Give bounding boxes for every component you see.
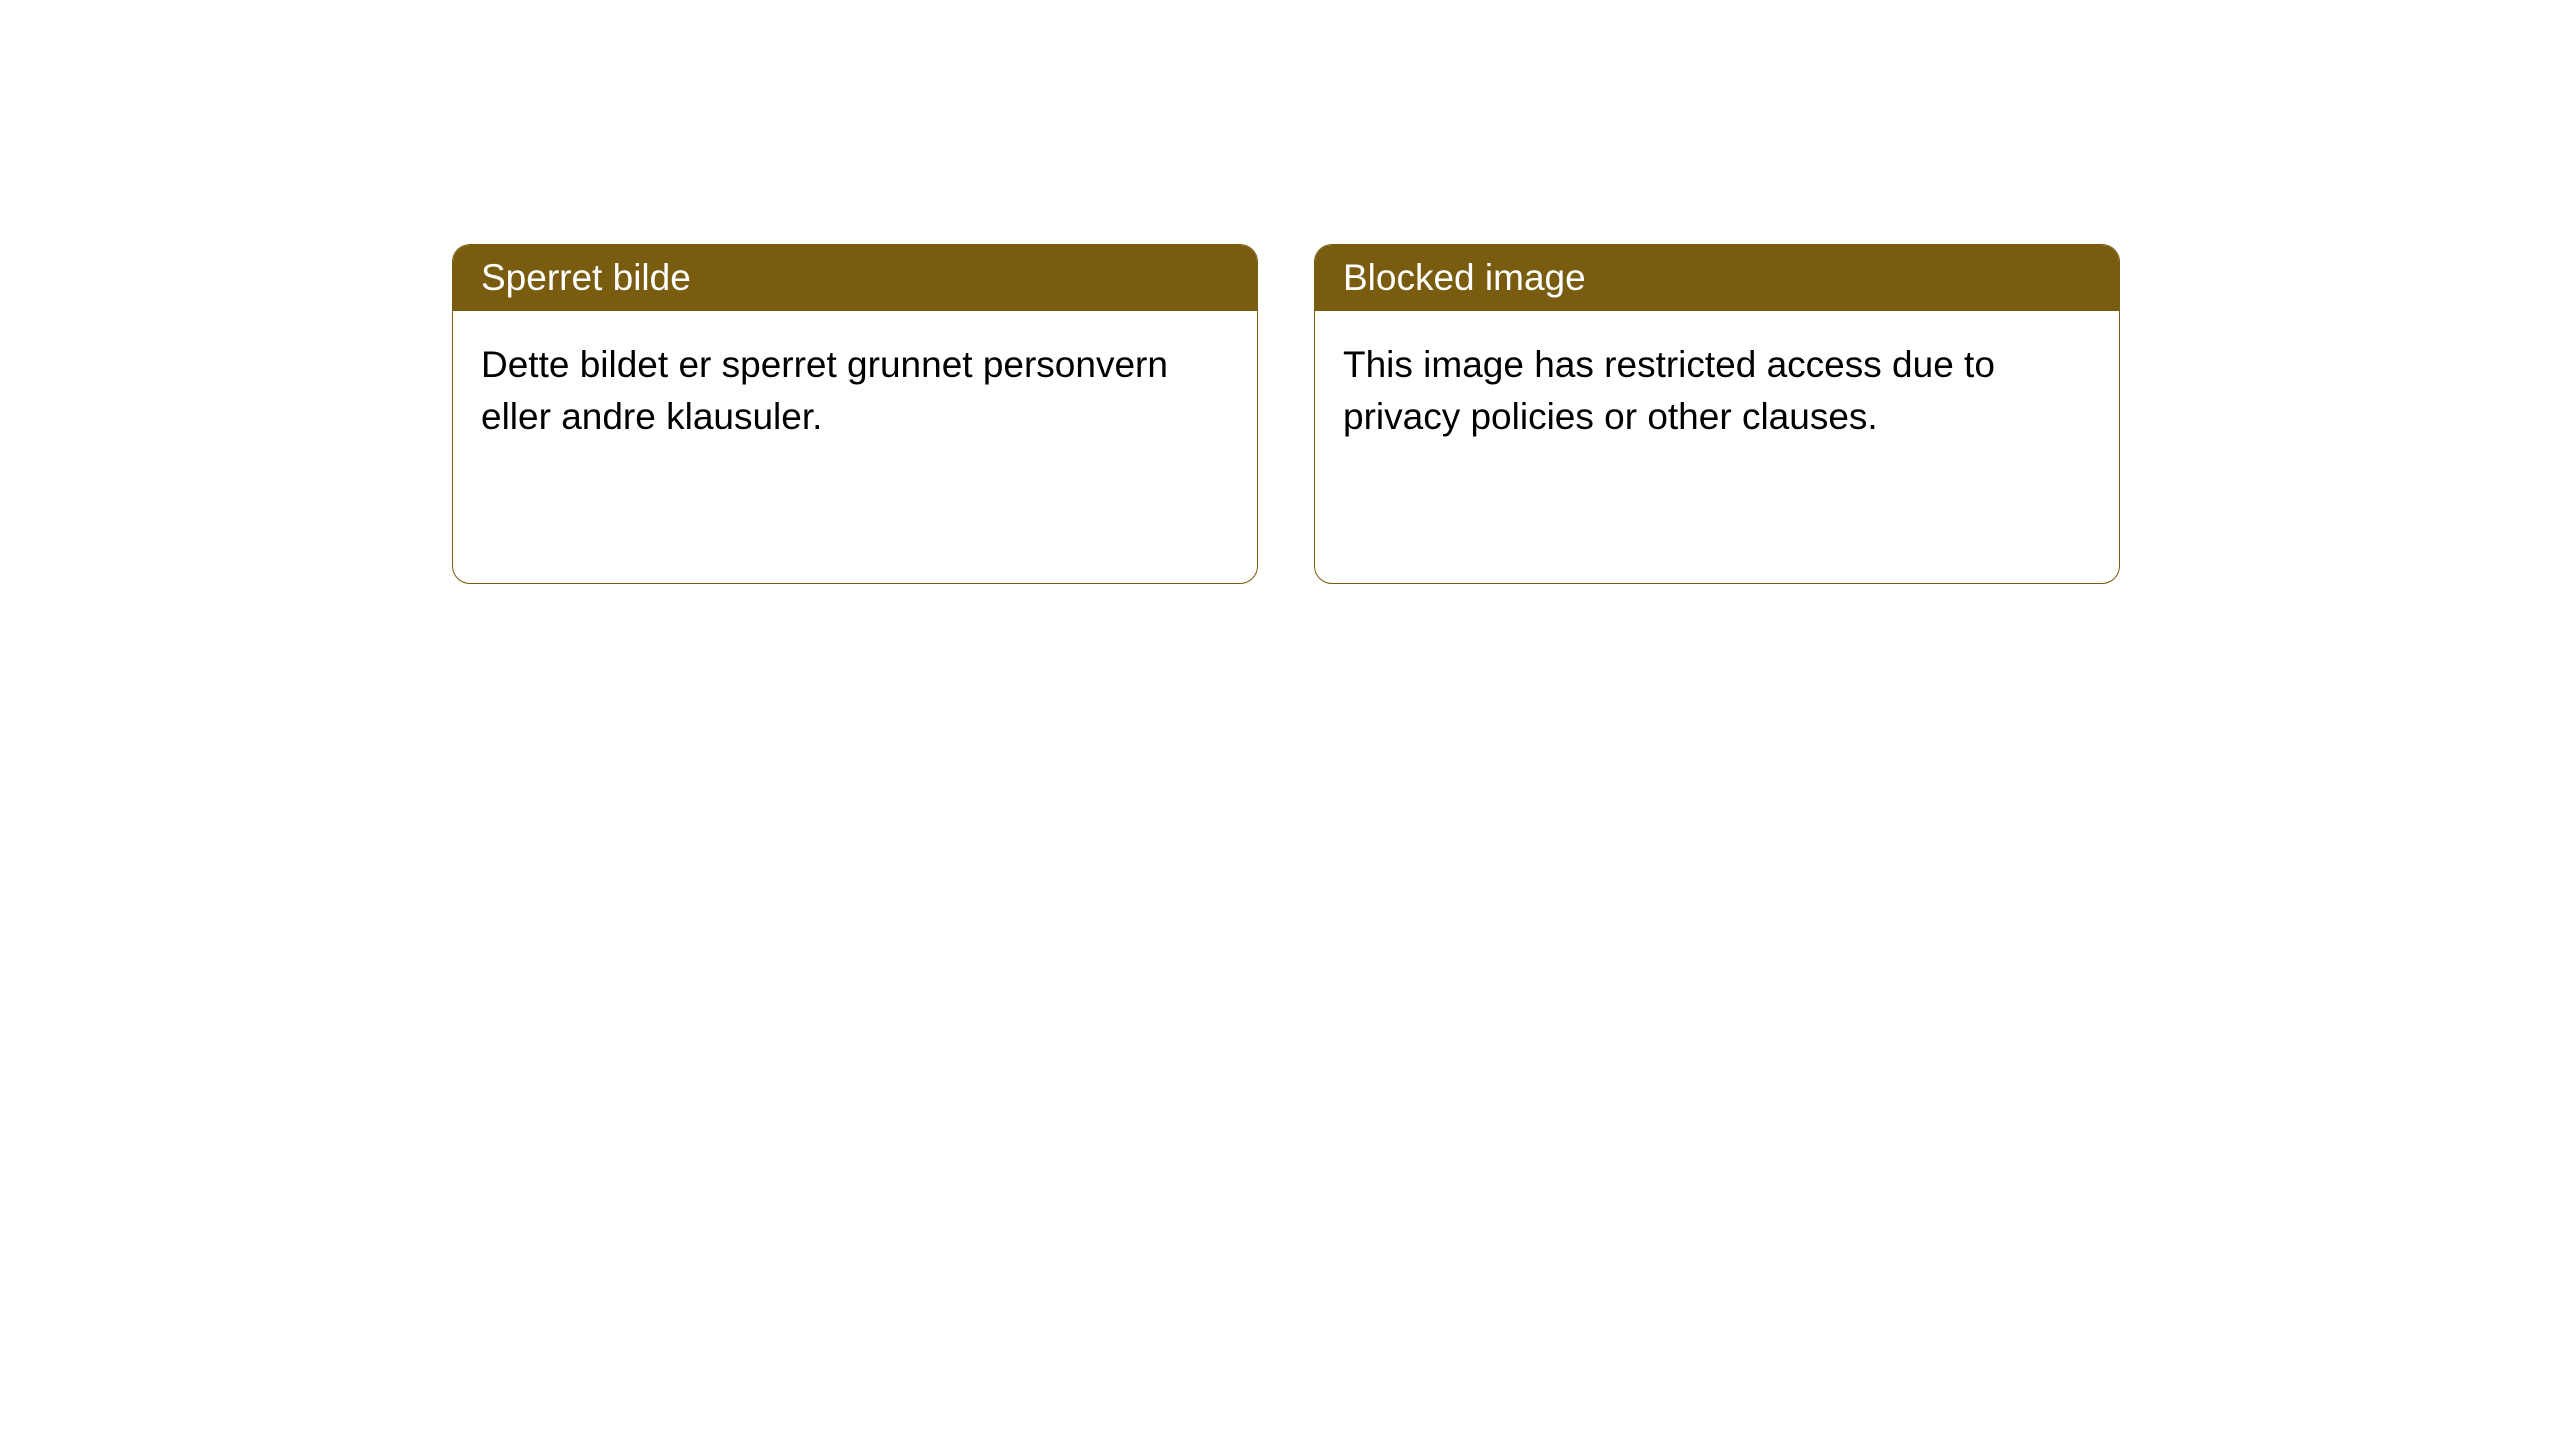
notice-body: This image has restricted access due to …	[1315, 311, 2119, 583]
notice-title: Blocked image	[1343, 257, 1586, 298]
notice-body: Dette bildet er sperret grunnet personve…	[453, 311, 1257, 583]
notice-container: Sperret bilde Dette bildet er sperret gr…	[452, 244, 2120, 584]
notice-card-norwegian: Sperret bilde Dette bildet er sperret gr…	[452, 244, 1258, 584]
notice-card-english: Blocked image This image has restricted …	[1314, 244, 2120, 584]
notice-header: Sperret bilde	[453, 245, 1257, 311]
notice-message: Dette bildet er sperret grunnet personve…	[481, 344, 1168, 437]
notice-message: This image has restricted access due to …	[1343, 344, 1995, 437]
notice-title: Sperret bilde	[481, 257, 691, 298]
notice-header: Blocked image	[1315, 245, 2119, 311]
